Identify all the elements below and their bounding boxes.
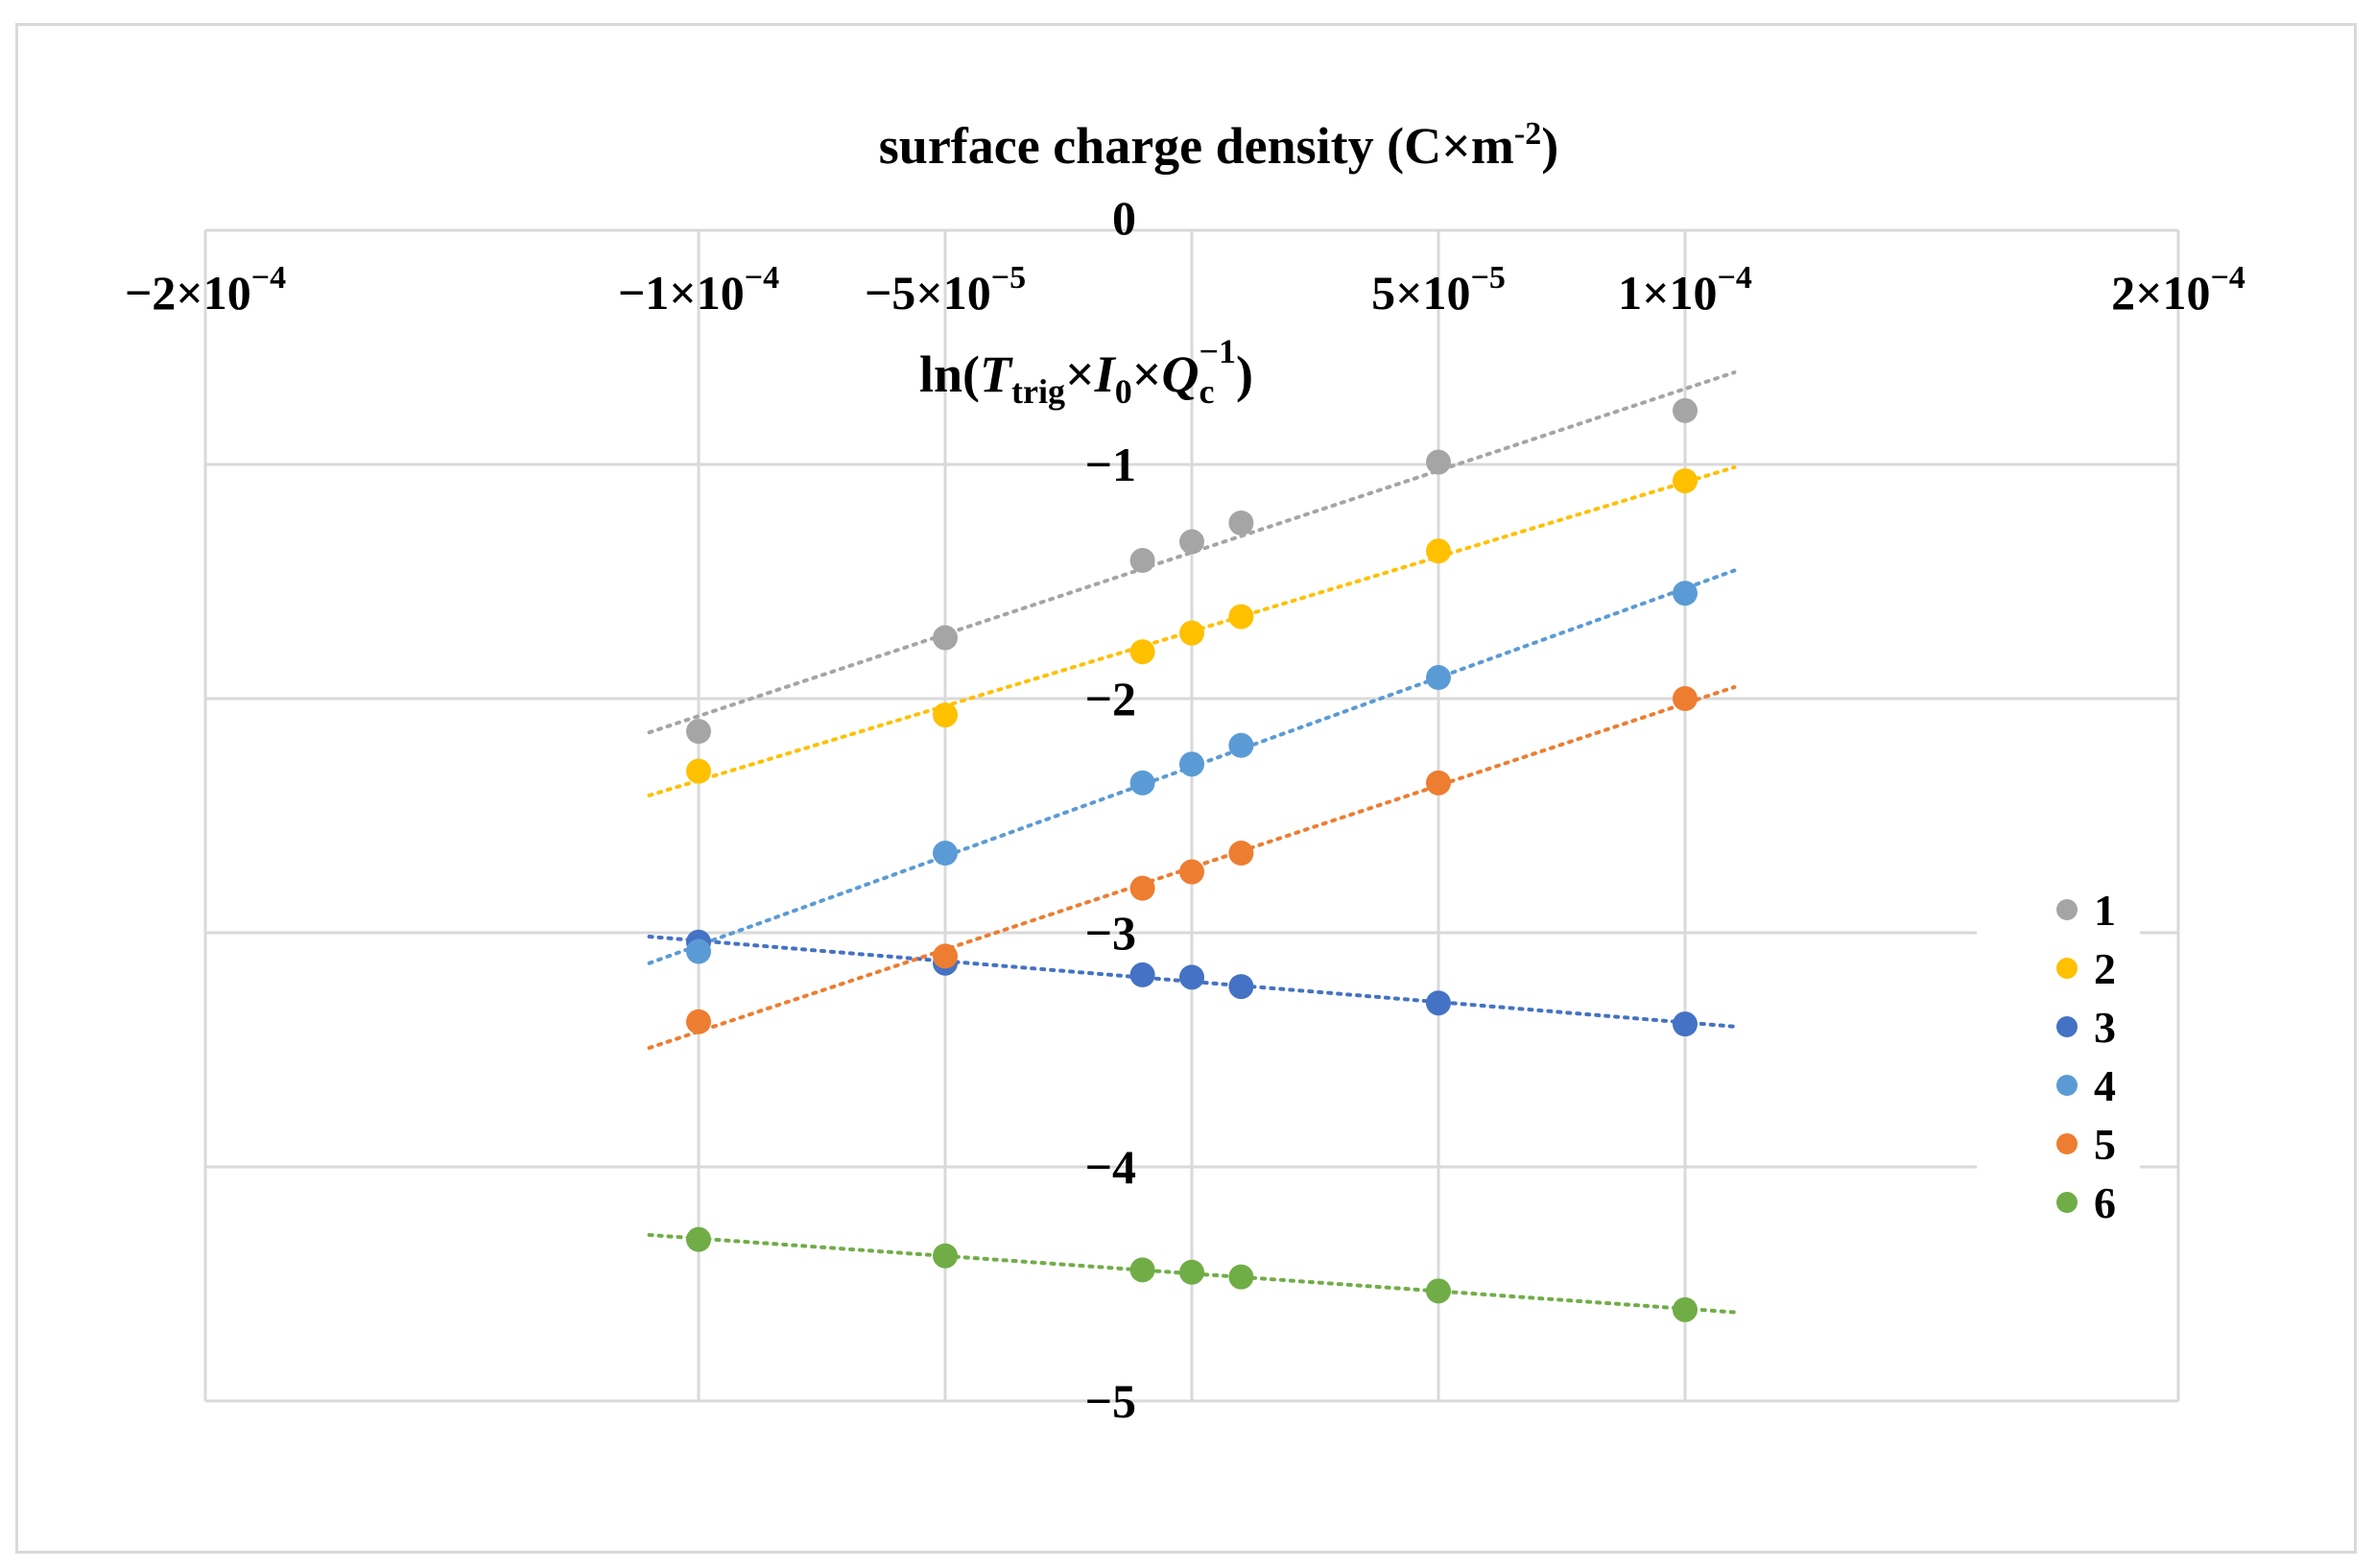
x-tick-label-1: −1×10−4 (618, 260, 779, 320)
gridlines (203, 228, 2180, 1403)
legend-marker-1 (2056, 899, 2078, 920)
point-series-4-4 (1228, 732, 1254, 758)
point-series-3-3 (1179, 964, 1204, 990)
point-series-1-6 (1673, 397, 1698, 423)
point-series-2-1 (933, 702, 958, 728)
legend-label-4: 4 (2094, 1061, 2116, 1110)
y-tick-label-5: −5 (1085, 1374, 1137, 1428)
point-series-1-0 (686, 719, 711, 745)
trendline-series-1 (647, 370, 1737, 735)
point-series-5-3 (1179, 859, 1204, 885)
x-tick-labels: −2×10−4 −1×10−4 −5×10−5 5×10−5 1×10−4 2×10−4 (125, 260, 2245, 320)
point-series-5-6 (1673, 686, 1698, 711)
y-axis-label: ln(Ttrig×I0×Qc−1) (919, 332, 1253, 411)
point-series-2-6 (1673, 468, 1698, 494)
legend-marker-6 (2056, 1192, 2078, 1213)
point-series-3-6 (1673, 1011, 1698, 1037)
y-tick-label-1: −1 (1085, 438, 1137, 491)
chart-frame (15, 23, 2357, 1554)
point-series-4-2 (1129, 770, 1155, 796)
point-series-4-5 (1426, 665, 1451, 691)
point-series-5-1 (933, 943, 958, 969)
point-series-1-3 (1179, 529, 1204, 555)
x-tick-label-4: 1×10−4 (1618, 260, 1752, 320)
data-points (686, 397, 1698, 1322)
legend-marker-3 (2056, 1016, 2078, 1037)
legend-marker-4 (2056, 1075, 2078, 1096)
point-series-6-5 (1426, 1278, 1451, 1304)
point-series-1-4 (1228, 511, 1254, 535)
legend: 1 2 3 4 5 6 (1977, 859, 2140, 1243)
point-series-6-0 (686, 1226, 711, 1252)
trendline-series-5 (647, 685, 1737, 1051)
point-series-2-5 (1426, 538, 1451, 564)
y-tick-label-3: −3 (1085, 906, 1137, 960)
point-series-6-3 (1179, 1259, 1204, 1285)
legend-label-2: 2 (2094, 944, 2116, 993)
legend-marker-2 (2056, 958, 2078, 979)
point-series-4-6 (1673, 581, 1698, 606)
y-tick-label-2: −2 (1085, 672, 1137, 725)
y-tick-label-0: 0 (1112, 191, 1136, 245)
legend-marker-5 (2056, 1133, 2078, 1154)
point-series-1-1 (933, 625, 958, 651)
x-tick-label-3: 5×10−5 (1371, 260, 1506, 320)
point-series-4-3 (1179, 751, 1204, 777)
point-series-5-2 (1129, 875, 1155, 901)
legend-label-5: 5 (2094, 1120, 2116, 1169)
x-tick-label-5: 2×10−4 (2111, 260, 2245, 320)
point-series-2-2 (1129, 639, 1155, 665)
trendline-series-6 (647, 1232, 1737, 1315)
point-series-3-5 (1426, 990, 1451, 1016)
point-series-1-5 (1426, 449, 1451, 475)
legend-box (1977, 859, 2140, 1243)
point-series-6-6 (1673, 1296, 1698, 1322)
point-series-6-1 (933, 1243, 958, 1269)
legend-label-1: 1 (2094, 886, 2116, 935)
point-series-6-2 (1129, 1257, 1155, 1283)
chart-title: surface charge density (C×m-2) (879, 116, 1558, 175)
point-series-5-5 (1426, 770, 1451, 796)
point-series-1-2 (1129, 548, 1155, 574)
point-series-3-2 (1129, 962, 1155, 987)
y-tick-label-4: −4 (1085, 1140, 1137, 1194)
point-series-2-0 (686, 758, 711, 784)
point-series-5-4 (1228, 841, 1254, 867)
trendline-series-3 (647, 935, 1737, 1029)
point-series-5-0 (686, 1009, 711, 1034)
y-tick-labels: 0 −1 −2 −3 −4 −5 (1085, 191, 1137, 1428)
x-tick-label-0: −2×10−4 (125, 260, 286, 320)
point-series-4-0 (686, 938, 711, 964)
point-series-2-3 (1179, 620, 1204, 646)
point-series-6-4 (1228, 1264, 1254, 1290)
point-series-3-4 (1228, 974, 1254, 1000)
point-series-4-1 (933, 841, 958, 867)
x-tick-label-2: −5×10−5 (865, 260, 1026, 320)
legend-label-6: 6 (2094, 1178, 2116, 1227)
point-series-2-4 (1228, 604, 1254, 630)
legend-label-3: 3 (2094, 1003, 2116, 1052)
